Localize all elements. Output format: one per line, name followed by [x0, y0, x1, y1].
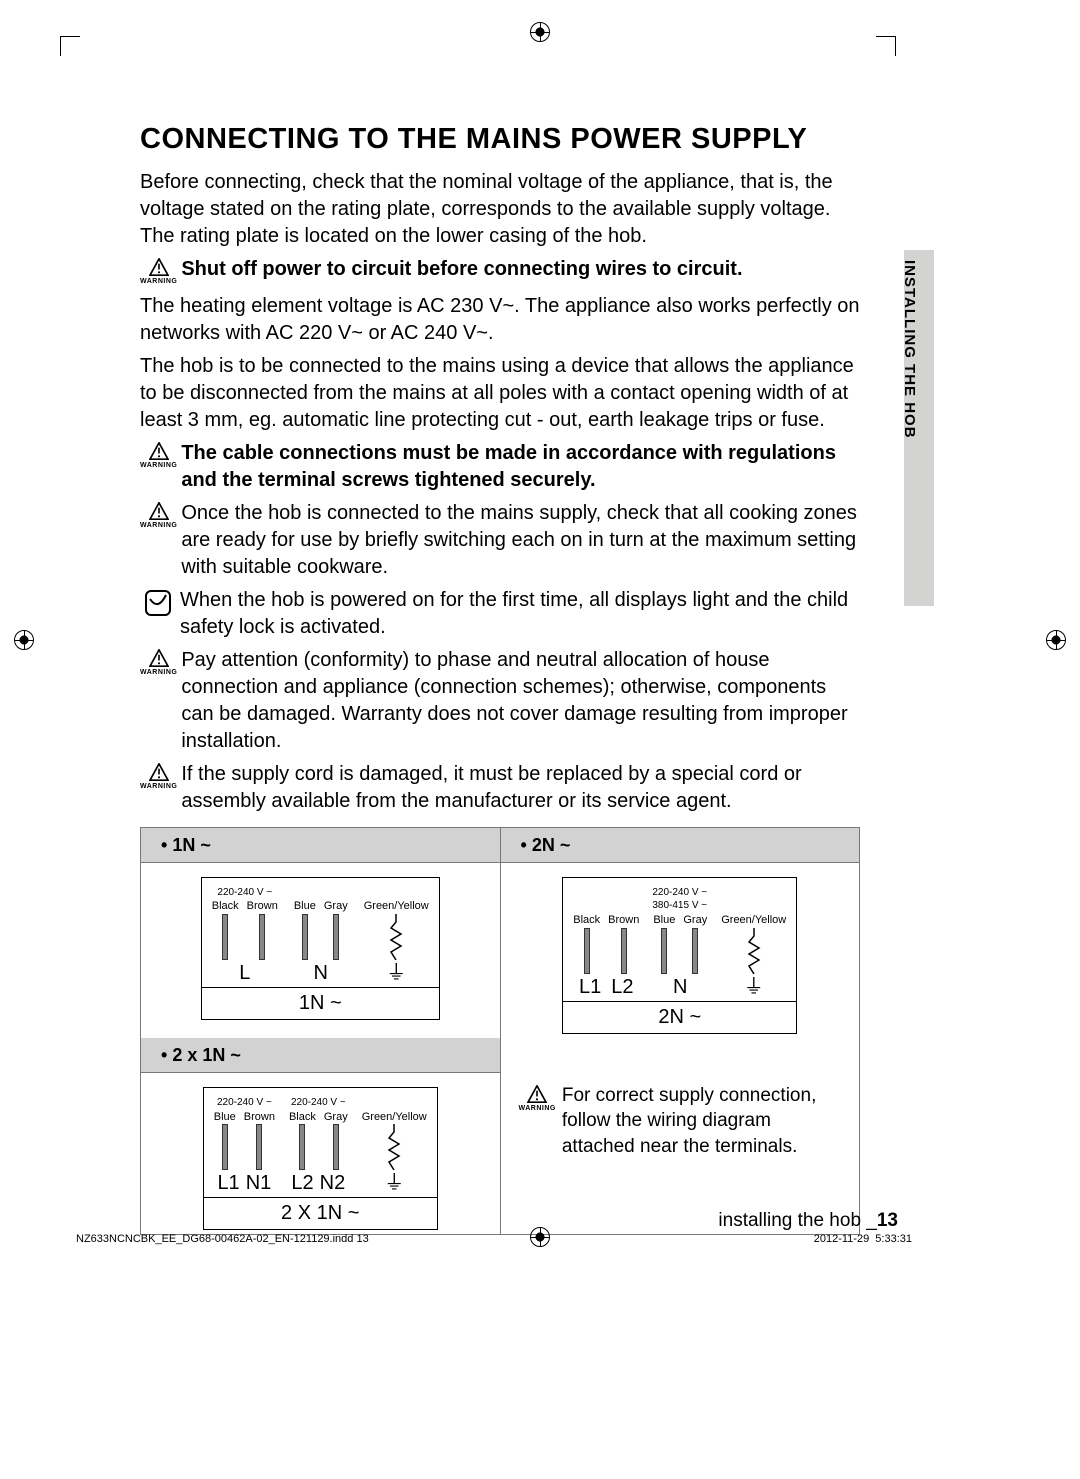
- side-tab: INSTALLING THE HOB: [904, 250, 934, 606]
- side-tab-label: INSTALLING THE HOB: [899, 260, 919, 439]
- diagram-caption: 2 X 1N ~: [204, 1197, 437, 1229]
- warning-icon: WARNING: [140, 763, 177, 791]
- warning-icon: WARNING: [140, 649, 177, 677]
- wire-label: Blue: [214, 1110, 236, 1125]
- page-content: CONNECTING TO THE MAINS POWER SUPPLY Bef…: [140, 120, 860, 1235]
- diagram-2x1n-cell: 220-240 V ~ Blue Brown L1N1 220-240 V ~ …: [141, 1073, 501, 1235]
- page-number: 13: [877, 1210, 898, 1231]
- intro-paragraph: Before connecting, check that the nomina…: [140, 169, 860, 250]
- wire-label: Gray: [683, 913, 707, 928]
- registration-mark-icon: [530, 22, 550, 42]
- warning-text: For correct supply connection, follow th…: [562, 1083, 841, 1160]
- crop-mark: [60, 36, 80, 56]
- page-title: CONNECTING TO THE MAINS POWER SUPPLY: [140, 120, 860, 159]
- wire-label: Gray: [324, 1110, 348, 1125]
- note-icon: [140, 589, 176, 617]
- warning-row: WARNING Once the hob is connected to the…: [140, 500, 860, 581]
- earth-icon: ⏚: [386, 960, 406, 987]
- warning-label: WARNING: [140, 521, 177, 530]
- table-head-2x1n: 2 x 1N ~: [141, 1038, 501, 1073]
- warning-text: Shut off power to circuit before connect…: [181, 256, 860, 283]
- paragraph: The hob is to be connected to the mains …: [140, 353, 860, 434]
- terminal-label: L2: [611, 974, 633, 1001]
- warning-label: WARNING: [140, 277, 177, 286]
- wire-label: Black: [289, 1110, 316, 1125]
- wire-label: Gray: [324, 899, 348, 914]
- registration-mark-icon: [530, 1227, 550, 1247]
- terminal-label: L: [239, 960, 250, 987]
- warning-label: WARNING: [140, 668, 177, 677]
- table-head-1n: 1N ~: [141, 827, 501, 862]
- terminal-label: L1: [579, 974, 601, 1001]
- print-filename: NZ633NCNCBK_EE_DG68-00462A-02_EN-121129.…: [76, 1232, 369, 1247]
- wire-label: Blue: [653, 913, 675, 928]
- diagram-1n-cell: 220-240 V ~ Black Brown L Blue Gray: [141, 862, 501, 1037]
- wire-label: Black: [573, 913, 600, 928]
- warning-icon: WARNING: [140, 258, 177, 286]
- diagram-2n-cell: 220-240 V ~ 380-415 V ~ Black Brown L1 L2: [500, 862, 860, 1037]
- terminal-label: L1: [217, 1170, 239, 1197]
- terminal-label: N: [673, 974, 687, 1001]
- note-row: When the hob is powered on for the first…: [140, 587, 860, 641]
- warning-row: WARNING The cable connections must be ma…: [140, 440, 860, 494]
- earth-icon: ⏚: [384, 1170, 404, 1197]
- registration-mark-icon: [1046, 630, 1066, 650]
- wire-label: Green/Yellow: [721, 913, 786, 928]
- warning-row: WARNING Shut off power to circuit before…: [140, 256, 860, 286]
- warning-row: WARNING Pay attention (conformity) to ph…: [140, 647, 860, 755]
- diagram-caption: 1N ~: [202, 987, 439, 1019]
- warning-label: WARNING: [140, 461, 177, 470]
- warning-label: WARNING: [519, 1104, 556, 1113]
- note-text: When the hob is powered on for the first…: [180, 587, 860, 641]
- warning-icon: WARNING: [140, 502, 177, 530]
- wire-label: Brown: [608, 913, 639, 928]
- warning-text: Once the hob is connected to the mains s…: [181, 500, 860, 581]
- terminal-label: N1: [246, 1170, 272, 1197]
- terminal-label: L2: [291, 1170, 313, 1197]
- diagram-voltage: 220-240 V ~: [217, 1096, 272, 1110]
- warning-text: The cable connections must be made in ac…: [181, 440, 860, 494]
- wire-label: Blue: [294, 899, 316, 914]
- earth-icon: ⏚: [744, 974, 764, 1001]
- wire-label: Black: [212, 899, 239, 914]
- warning-icon: WARNING: [519, 1085, 556, 1113]
- warning-row: WARNING If the supply cord is damaged, i…: [140, 761, 860, 815]
- diagram-voltage: 380-415 V ~: [573, 899, 786, 913]
- diagram-voltage: 220-240 V ~: [573, 886, 786, 900]
- wire-label: Green/Yellow: [364, 899, 429, 914]
- warning-icon: WARNING: [140, 442, 177, 470]
- terminal-label: N: [314, 960, 328, 987]
- wire-label: Green/Yellow: [362, 1110, 427, 1125]
- diagram-voltage: 220-240 V ~: [291, 1096, 346, 1110]
- footer-text: installing the hob _: [718, 1210, 876, 1231]
- page-footer: installing the hob _13: [718, 1208, 898, 1234]
- warning-text: Pay attention (conformity) to phase and …: [181, 647, 860, 755]
- warning-label: WARNING: [140, 782, 177, 791]
- wire-label: Brown: [247, 899, 278, 914]
- empty-cell: [500, 1038, 860, 1073]
- paragraph: The heating element voltage is AC 230 V~…: [140, 293, 860, 347]
- wire-label: Brown: [244, 1110, 275, 1125]
- terminal-label: N2: [320, 1170, 346, 1197]
- wiring-table: 1N ~ 2N ~ 220-240 V ~ Black Brown L: [140, 827, 860, 1236]
- print-metadata: NZ633NCNCBK_EE_DG68-00462A-02_EN-121129.…: [76, 1232, 912, 1247]
- diagram-caption: 2N ~: [563, 1001, 796, 1033]
- print-timestamp: 2012-11-29 ‭‭ 5:33:31: [814, 1232, 912, 1247]
- warning-text: If the supply cord is damaged, it must b…: [181, 761, 860, 815]
- registration-mark-icon: [14, 630, 34, 650]
- diagram-voltage: 220-240 V ~: [217, 886, 272, 900]
- table-head-2n: 2N ~: [500, 827, 860, 862]
- crop-mark: [876, 36, 896, 56]
